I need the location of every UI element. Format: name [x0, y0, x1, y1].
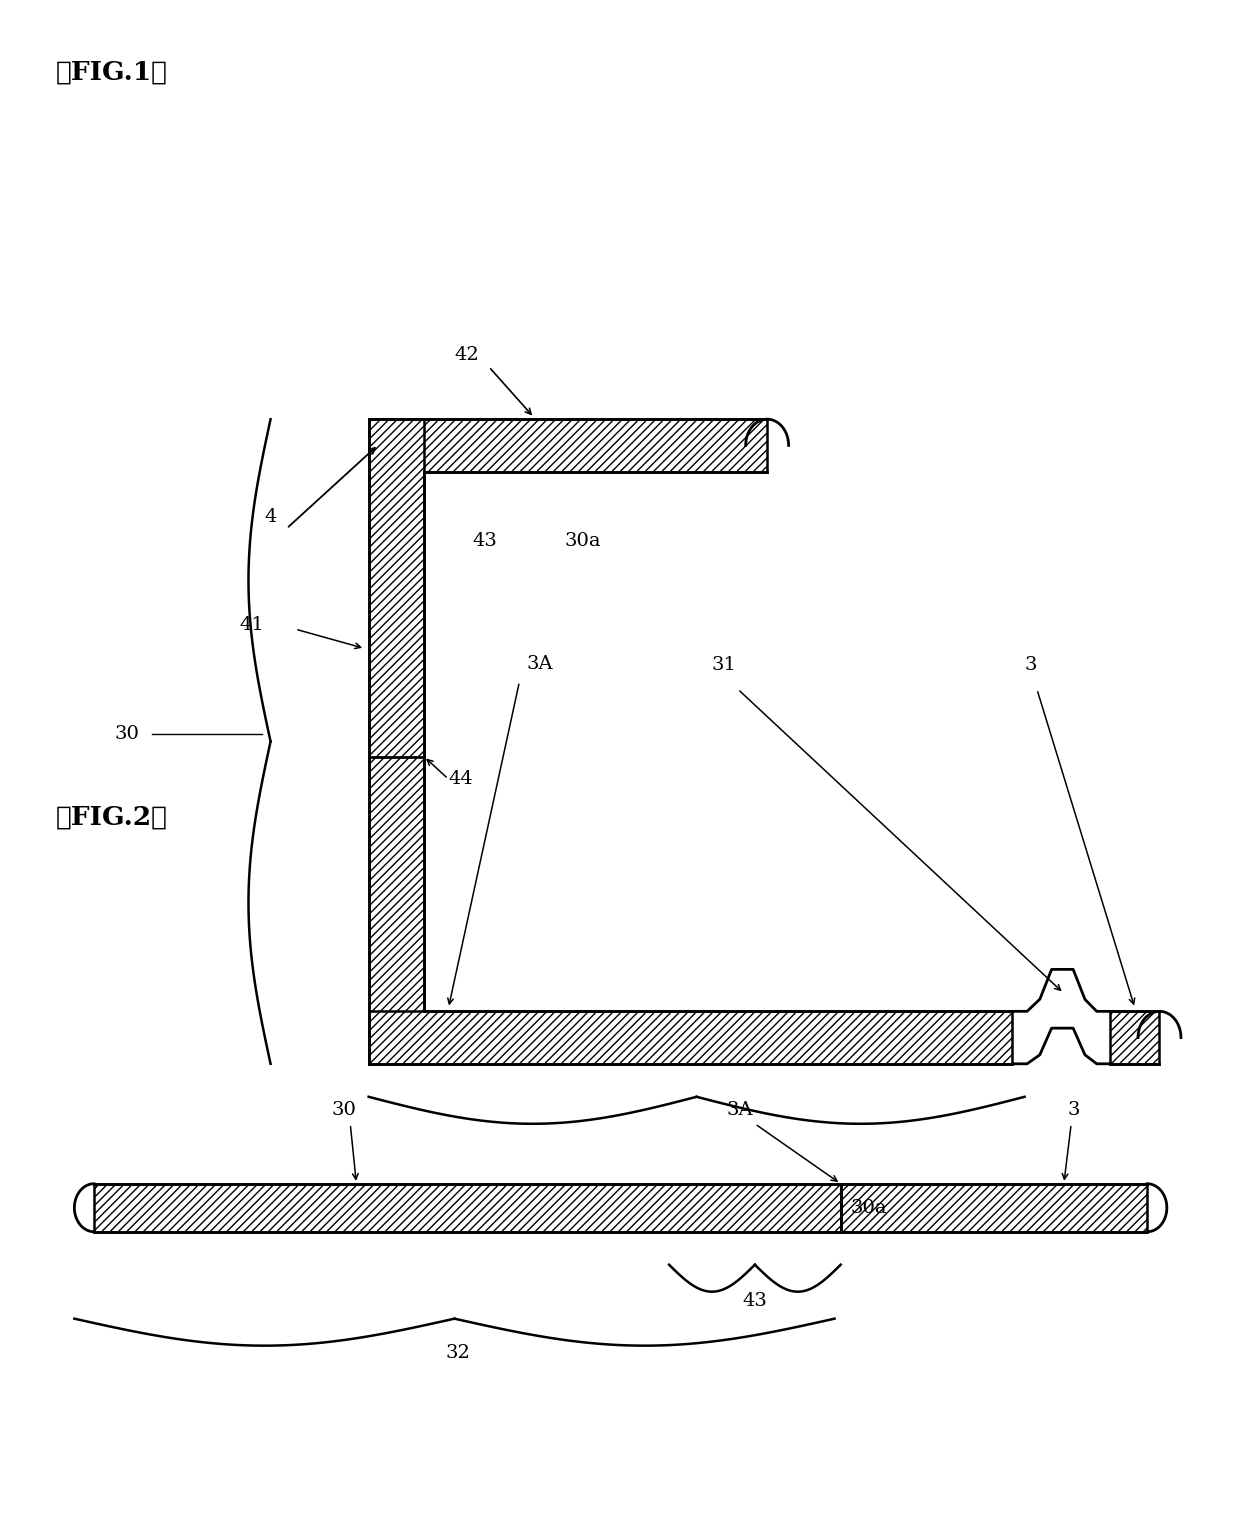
Bar	[1111, 1011, 1159, 1064]
Bar	[368, 419, 768, 472]
Text: 43: 43	[472, 531, 497, 549]
Bar	[841, 1183, 1147, 1232]
Text: 3: 3	[1068, 1101, 1080, 1120]
Text: 4: 4	[264, 508, 277, 525]
Text: 32: 32	[445, 1344, 470, 1362]
Text: 30a: 30a	[851, 1198, 887, 1216]
Text: 3A: 3A	[527, 655, 553, 673]
Text: 30a: 30a	[565, 531, 601, 549]
Text: 43: 43	[743, 1292, 768, 1310]
Text: 30: 30	[114, 725, 140, 743]
Text: 41: 41	[239, 616, 264, 634]
Text: 30: 30	[331, 1101, 357, 1120]
Text: 44: 44	[449, 770, 474, 788]
Bar	[94, 1183, 841, 1232]
Text: 【FIG.1】: 【FIG.1】	[56, 59, 167, 85]
Text: 【FIG.2】: 【FIG.2】	[56, 805, 167, 829]
Bar	[368, 419, 424, 1064]
Bar	[368, 1011, 1012, 1064]
Text: 3: 3	[1024, 657, 1037, 675]
Text: 42: 42	[454, 346, 479, 363]
Text: 3A: 3A	[727, 1101, 754, 1120]
Text: 31: 31	[712, 657, 737, 675]
